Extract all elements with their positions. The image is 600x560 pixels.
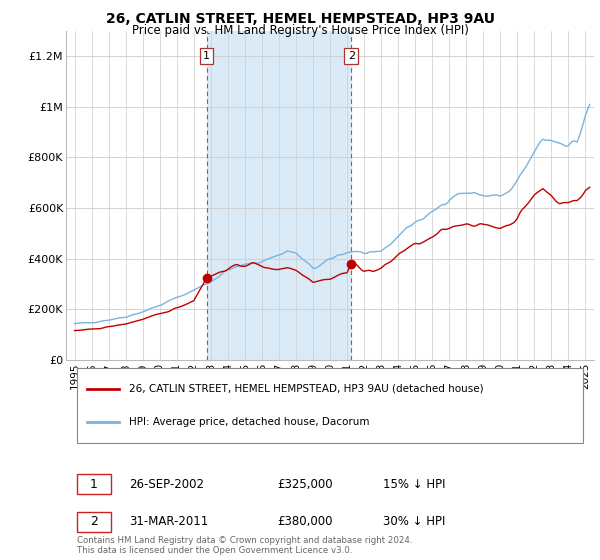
Text: Price paid vs. HM Land Registry's House Price Index (HPI): Price paid vs. HM Land Registry's House …	[131, 24, 469, 36]
Text: 1: 1	[90, 478, 98, 491]
Text: 26, CATLIN STREET, HEMEL HEMPSTEAD, HP3 9AU (detached house): 26, CATLIN STREET, HEMEL HEMPSTEAD, HP3 …	[130, 384, 484, 394]
Text: 2: 2	[90, 515, 98, 528]
Text: £325,000: £325,000	[277, 478, 333, 491]
FancyBboxPatch shape	[77, 368, 583, 443]
Text: £380,000: £380,000	[277, 515, 333, 528]
Bar	[206, 31, 351, 360]
Text: Contains HM Land Registry data © Crown copyright and database right 2024.
This d: Contains HM Land Registry data © Crown c…	[77, 536, 412, 555]
Text: 1: 1	[203, 51, 210, 61]
Text: 26, CATLIN STREET, HEMEL HEMPSTEAD, HP3 9AU: 26, CATLIN STREET, HEMEL HEMPSTEAD, HP3 …	[106, 12, 494, 26]
Text: 26-SEP-2002: 26-SEP-2002	[130, 478, 205, 491]
FancyBboxPatch shape	[77, 474, 111, 494]
Text: 2: 2	[348, 51, 355, 61]
Text: 30% ↓ HPI: 30% ↓ HPI	[383, 515, 445, 528]
Text: 15% ↓ HPI: 15% ↓ HPI	[383, 478, 445, 491]
Text: HPI: Average price, detached house, Dacorum: HPI: Average price, detached house, Daco…	[130, 417, 370, 427]
Text: 31-MAR-2011: 31-MAR-2011	[130, 515, 209, 528]
FancyBboxPatch shape	[77, 512, 111, 531]
